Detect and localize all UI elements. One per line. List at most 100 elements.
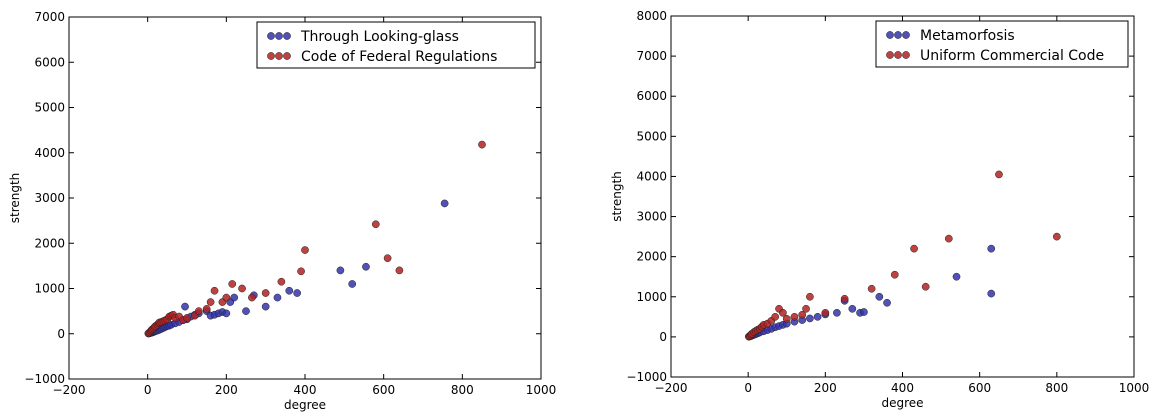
y-tick-label: 5000 [636,129,667,143]
chart-1: −200 0 200 400 600 800 1000 −1000 0 1000 2000 3000 4… [8,10,556,412]
y-tick-label: 7000 [34,10,65,24]
x-tick-label: 0 [744,381,752,395]
legend-marker [886,31,894,39]
data-point [222,309,231,318]
legend-marker [894,31,902,39]
x-axis-label: degree [284,398,326,412]
y-tick-label: 2000 [636,250,667,264]
y-tick-label: 5000 [34,101,65,115]
legend-marker [902,51,910,59]
data-point [771,312,780,321]
data-point [194,307,203,315]
data-point [840,294,849,303]
data-point [813,312,822,321]
data-point [285,286,294,295]
data-point [440,199,449,208]
x-tick-label: −200 [655,381,688,395]
y-tick-label: 7000 [636,49,667,63]
data-point [782,314,791,323]
data-point [779,308,787,317]
data-point [242,307,250,315]
legend-entry-label: Through Looking-glass [300,29,459,45]
data-point [261,289,270,297]
data-point [987,289,996,298]
y-tick-label: −1000 [24,372,65,386]
y-tick-label: 4000 [34,146,65,160]
x-tick-label: 600 [372,383,395,397]
x-tick-label: 1000 [526,383,557,397]
legend-box [875,20,1129,68]
data-point [222,293,231,302]
x-tick-label: 800 [451,383,474,397]
data-point [1052,232,1061,241]
legend-entry-label: Code of Federal Regulations [301,49,497,65]
data-point [944,234,953,243]
data-point [297,267,305,276]
data-point [371,220,380,229]
legend-marker [267,32,275,40]
legend-marker [275,52,283,60]
y-tick-label: 2000 [34,236,65,250]
y-tick-label: 3000 [34,191,65,205]
data-point [261,302,270,311]
data-point [806,292,814,301]
legend-marker [902,31,910,39]
legend-marker [886,51,894,59]
data-point [273,293,282,302]
data-point [395,266,404,275]
legend: Metamorfosis Uniform Commercial Code [875,20,1129,68]
plot-area [670,15,1135,378]
data-point [228,280,237,288]
legend-marker [275,32,283,40]
data-point [238,284,246,293]
data-point [277,277,286,286]
data-point [848,304,857,313]
data-point [867,284,876,293]
data-point [183,314,191,322]
data-point [301,246,309,254]
y-axis-label: strength [610,171,624,222]
data-point [921,282,930,291]
y-tick-label: 0 [659,330,667,344]
data-point [890,270,899,279]
y-tick-label: 6000 [636,89,667,103]
y-tick-label: −1000 [626,370,667,384]
x-tick-label: 400 [294,383,317,397]
x-tick-label: −200 [53,383,86,397]
y-axis-label: strength [8,173,22,224]
y-tick-label: 6000 [34,55,65,69]
x-tick-label: 600 [968,381,991,395]
data-point [883,298,891,307]
series-2 [144,140,486,338]
x-tick-label: 0 [144,383,152,397]
legend-box [256,21,536,69]
data-point [806,314,814,323]
legend-entry-label: Uniform Commercial Code [920,48,1104,64]
data-point [798,310,807,319]
data-point [790,312,799,321]
data-point [995,170,1003,179]
x-tick-label: 200 [814,381,837,395]
data-point [348,280,357,288]
data-point [230,293,239,302]
data-point [336,266,345,275]
data-point [202,305,211,313]
series-2 [745,170,1061,341]
data-point [875,292,884,301]
legend-entry-label: Metamorfosis [920,28,1015,44]
x-tick-label: 200 [215,383,238,397]
data-point [248,293,256,302]
legend-marker [283,52,291,60]
data-point [910,244,918,253]
y-tick-label: 4000 [636,169,667,183]
x-tick-label: 1000 [1119,381,1150,395]
y-tick-label: 8000 [636,9,667,23]
data-point [478,140,486,149]
legend-marker [267,52,275,60]
data-point [802,304,810,313]
x-tick-label: 400 [891,381,914,395]
y-tick-label: 0 [57,327,65,341]
chart-2: −200 0 200 400 600 800 1000 −1000 0 1000 2000 3000 4… [610,9,1149,410]
